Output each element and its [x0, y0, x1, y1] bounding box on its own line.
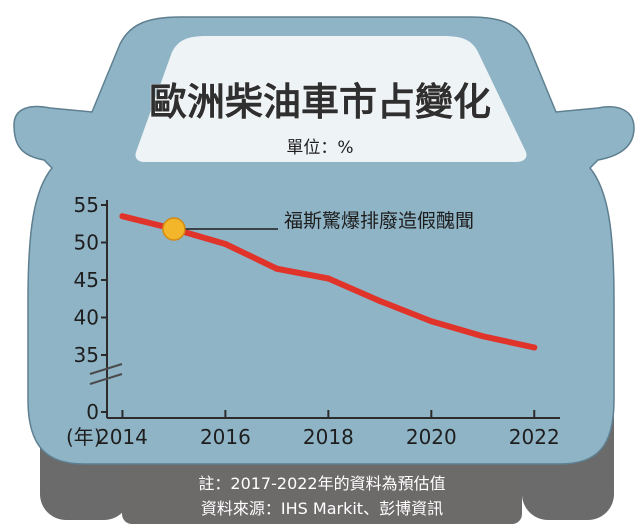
- footer-note: 註：2017-2022年的資料為預估值: [198, 474, 445, 493]
- y-tick-label: 55: [74, 193, 99, 217]
- y-tick-label: 35: [74, 343, 99, 367]
- footer-band: [122, 452, 522, 524]
- unit-label: 單位：%: [286, 138, 353, 158]
- y-tick-label: 0: [86, 400, 99, 424]
- x-tick-label: 2020: [406, 425, 457, 449]
- x-tick-label: 2016: [200, 425, 251, 449]
- data-point: [376, 298, 383, 304]
- x-tick-label: 2022: [509, 425, 560, 449]
- data-point: [222, 241, 229, 247]
- annotation-text: 福斯驚爆排廢造假醜聞: [284, 210, 474, 232]
- data-point: [479, 333, 486, 340]
- x-unit-label: (年): [66, 425, 102, 449]
- data-point: [531, 344, 538, 351]
- y-tick-label: 40: [74, 306, 99, 330]
- y-axis-break: [89, 363, 123, 385]
- y-tick-label: 45: [74, 268, 99, 292]
- data-point: [273, 265, 280, 272]
- chart-title: 歐洲柴油車市占變化: [149, 80, 491, 124]
- footer-source: 資料來源：IHS Markit、彭博資訊: [201, 499, 443, 518]
- x-tick-label: 2014: [97, 425, 148, 449]
- windshield: [135, 36, 527, 162]
- x-tick-group: 2014 2016 2018 2020 2022: [97, 410, 560, 449]
- data-point: [325, 275, 332, 282]
- y-tick-label: 50: [74, 231, 99, 255]
- y-tick-group: 0 35 40 45 50 55: [74, 193, 107, 424]
- data-point: [119, 213, 126, 220]
- x-tick-label: 2018: [303, 425, 354, 449]
- annotation-marker: [162, 217, 186, 241]
- data-point: [428, 318, 435, 325]
